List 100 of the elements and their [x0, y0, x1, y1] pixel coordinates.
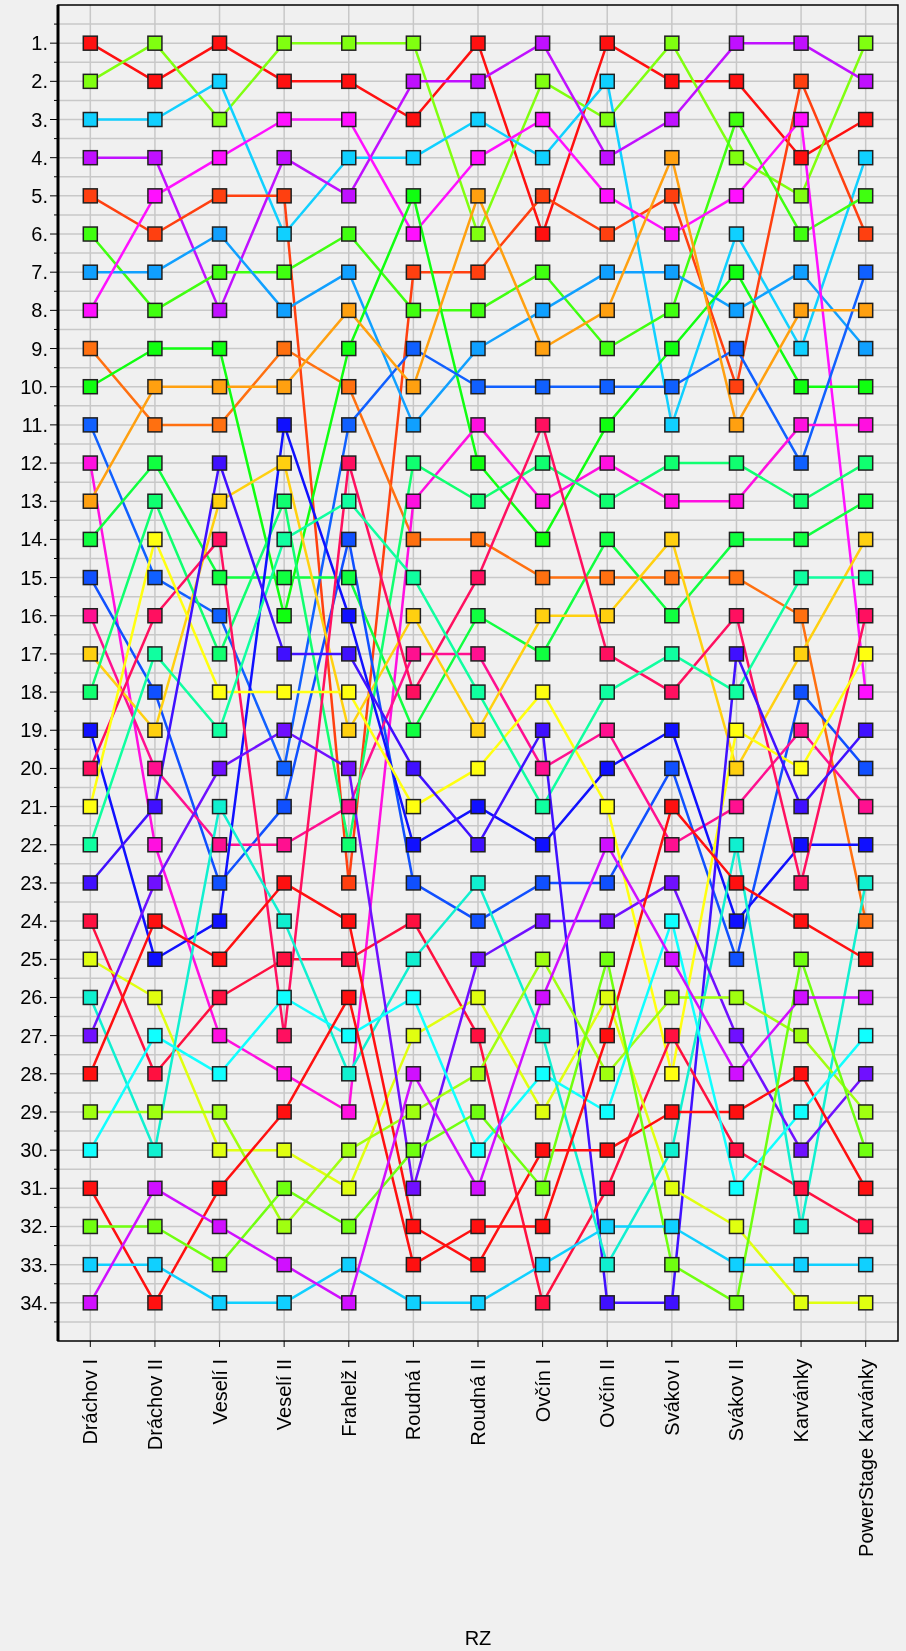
- point: [147, 302, 163, 319]
- point: [82, 1218, 99, 1235]
- point: [147, 455, 163, 471]
- x-tick-label: Dráchov I: [79, 1359, 102, 1445]
- point: [793, 913, 809, 929]
- point: [341, 1104, 357, 1120]
- point: [405, 607, 422, 624]
- point: [341, 302, 357, 319]
- point: [470, 607, 486, 624]
- point: [857, 302, 874, 319]
- point: [728, 989, 745, 1006]
- point: [534, 646, 551, 662]
- point: [211, 569, 228, 586]
- point: [405, 531, 422, 548]
- point: [276, 798, 292, 815]
- y-tick-label: 1.: [31, 32, 48, 55]
- point: [341, 722, 357, 739]
- y-tick-label: 3.: [31, 108, 48, 131]
- point: [82, 340, 99, 357]
- point: [211, 722, 228, 739]
- point: [405, 73, 422, 90]
- point: [147, 264, 163, 280]
- point: [405, 1256, 422, 1273]
- point: [857, 340, 874, 357]
- point: [728, 1066, 745, 1082]
- point: [147, 1027, 163, 1044]
- point: [728, 760, 745, 777]
- point: [728, 493, 745, 509]
- y-tick-label: 8.: [31, 299, 48, 322]
- point: [599, 1066, 615, 1082]
- point: [341, 378, 357, 395]
- point: [341, 226, 357, 242]
- point: [793, 1180, 809, 1197]
- x-tick-label: Svákov I: [660, 1359, 683, 1436]
- point: [276, 531, 292, 548]
- point: [664, 1295, 680, 1311]
- point: [82, 1142, 99, 1158]
- point: [728, 340, 745, 357]
- point: [857, 35, 874, 51]
- point: [276, 607, 292, 624]
- point: [405, 1104, 422, 1120]
- point: [341, 684, 357, 700]
- point: [664, 378, 680, 395]
- point: [470, 1027, 486, 1044]
- point: [857, 455, 874, 471]
- point: [728, 1295, 745, 1311]
- point: [147, 531, 163, 548]
- point: [599, 646, 615, 662]
- point: [82, 913, 99, 929]
- point: [857, 798, 874, 815]
- point: [470, 531, 486, 548]
- y-tick-label: 20.: [20, 757, 48, 780]
- point: [341, 1256, 357, 1273]
- point: [728, 646, 745, 662]
- point: [857, 188, 874, 204]
- point: [534, 302, 551, 319]
- point: [276, 875, 292, 891]
- point: [793, 875, 809, 891]
- point: [728, 302, 745, 319]
- point: [857, 837, 874, 853]
- point: [470, 1066, 486, 1082]
- point: [534, 149, 551, 166]
- point: [534, 264, 551, 280]
- point: [211, 226, 228, 242]
- point: [728, 951, 745, 968]
- point: [147, 340, 163, 357]
- point: [276, 340, 292, 357]
- point: [857, 646, 874, 662]
- point: [211, 798, 228, 815]
- point: [147, 1180, 163, 1197]
- point: [82, 798, 99, 815]
- point: [599, 1104, 615, 1120]
- y-tick-label: 16.: [20, 604, 48, 627]
- x-tick-label: Veselí II: [273, 1359, 296, 1431]
- point: [82, 722, 99, 739]
- point: [82, 73, 99, 90]
- point: [664, 531, 680, 548]
- y-tick-label: 13.: [20, 490, 48, 513]
- point: [857, 264, 874, 280]
- point: [147, 149, 163, 166]
- point: [857, 875, 874, 891]
- point: [857, 760, 874, 777]
- point: [664, 111, 680, 128]
- point: [276, 455, 292, 471]
- point: [793, 149, 809, 166]
- point: [534, 1256, 551, 1273]
- point: [276, 1256, 292, 1273]
- point: [599, 264, 615, 280]
- point: [599, 1027, 615, 1044]
- point: [728, 875, 745, 891]
- point: [664, 951, 680, 968]
- x-tick-label: Karvánky: [790, 1359, 813, 1443]
- point: [664, 417, 680, 433]
- point: [793, 722, 809, 739]
- point: [728, 455, 745, 471]
- point: [793, 35, 809, 51]
- point: [599, 226, 615, 242]
- point: [793, 760, 809, 777]
- point: [664, 760, 680, 777]
- point: [664, 149, 680, 166]
